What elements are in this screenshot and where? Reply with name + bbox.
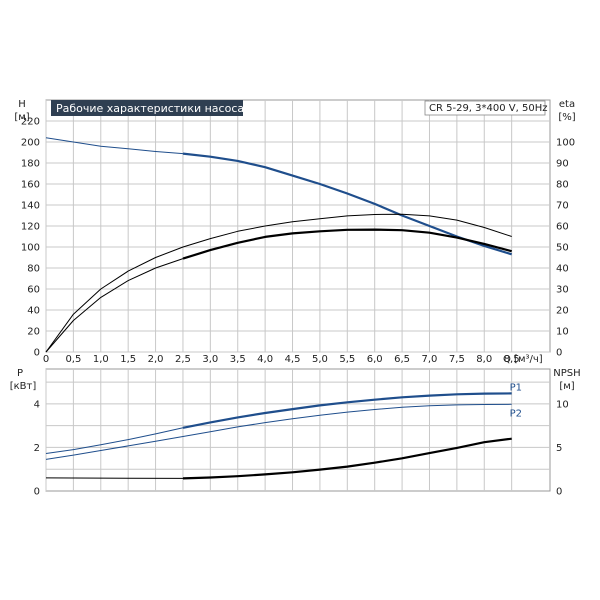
top-x-ticks: 0 0,5 1,0 1,5 2,0 2,5 3,0 3,5 4,0 4,5 5,0 5,5 6,0 6,5… [43, 354, 520, 365]
y-right-label-NPSH: NPSH [553, 368, 580, 379]
p-tick-label: 0 [34, 487, 40, 498]
y-right-tick-label: 50 [556, 243, 569, 254]
y-left-tick-label: 20 [27, 327, 40, 338]
y-right-tick-label: 90 [556, 159, 569, 170]
top-series-line [182, 228, 512, 260]
y-left-tick-label: 200 [21, 138, 40, 149]
y-left-tick-label: 160 [21, 180, 40, 191]
y-right-label-eta: eta [559, 99, 575, 110]
y-right-unit-NPSH: [м] [559, 381, 574, 392]
title-box [51, 100, 243, 116]
bottom-series-line [45, 403, 512, 460]
y-right-tick-label: 30 [556, 285, 569, 296]
y-right-tick-label: 10 [556, 327, 569, 338]
x-tick-label: 3,5 [230, 354, 246, 365]
top-grid [45, 100, 550, 353]
y-left-tick-label: 120 [21, 222, 40, 233]
bottom-y-right-ticks: 0 5 10 [556, 399, 569, 497]
y-left-tick-label: 180 [21, 159, 40, 170]
y-right-tick-label: 70 [556, 201, 569, 212]
x-tick-label: 6,5 [394, 354, 410, 365]
x-tick-label: 2,5 [175, 354, 191, 365]
x-axis-label: Q [м³/ч] [503, 354, 543, 365]
y-right-tick-label: 80 [556, 180, 569, 191]
pump-info: CR 5-29, 3*400 V, 50Hz [429, 103, 547, 114]
y-right-tick-label: 20 [556, 306, 569, 317]
bottom-series-line [182, 437, 512, 480]
y-left-tick-label: 80 [27, 264, 40, 275]
y-right-tick-label: 0 [556, 348, 562, 359]
x-tick-label: 3,0 [202, 354, 218, 365]
info-box [424, 100, 546, 116]
chart-title: Рабочие характеристики насоса [56, 102, 244, 115]
bottom-series-line [45, 427, 184, 454]
top-y-left-ticks: 0 20 40 60 80 100 120 140 160 180 200 220 [21, 117, 40, 359]
bottom-chart: 0 2 4 0 5 10 P [кВт] NPSH [м] P1 P2 [10, 368, 581, 498]
p-tick-label: 4 [34, 399, 40, 410]
y-left-tick-label: 40 [27, 306, 40, 317]
x-tick-label: 4,5 [285, 354, 301, 365]
bottom-y-left-ticks: 0 2 4 [34, 399, 40, 497]
y-right-tick-label: 100 [556, 138, 575, 149]
npsh-tick-label: 10 [556, 399, 569, 410]
y-left-unit-P: [кВт] [10, 381, 37, 392]
top-chart: 0 0,5 1,0 1,5 2,0 2,5 3,0 3,5 4,0 4,5 5,0 5,5 6,0 6,5… [14, 99, 575, 365]
y-left-tick-label: 0 [34, 348, 40, 359]
y-right-unit-eta: [%] [558, 112, 575, 123]
npsh-tick-label: 0 [556, 487, 562, 498]
bottom-series-line [182, 392, 512, 429]
x-tick-label: 6,0 [367, 354, 383, 365]
y-left-tick-label: 60 [27, 285, 40, 296]
y-right-tick-label: 40 [556, 264, 569, 275]
top-series-line [45, 137, 184, 155]
y-left-unit-H: [м] [14, 112, 29, 123]
x-tick-label: 4,0 [257, 354, 273, 365]
x-tick-label: 1,0 [93, 354, 109, 365]
x-tick-label: 1,5 [120, 354, 136, 365]
x-tick-label: 0 [43, 354, 49, 365]
x-tick-label: 7,5 [449, 354, 465, 365]
x-tick-label: 0,5 [65, 354, 81, 365]
y-left-tick-label: 140 [21, 201, 40, 212]
x-tick-label: 5,0 [312, 354, 328, 365]
top-series [45, 137, 513, 353]
bottom-series [45, 392, 512, 480]
y-left-label-P: P [17, 368, 23, 379]
bottom-series-line [45, 477, 184, 479]
x-tick-label: 8,5 [504, 354, 520, 365]
top-series-line [45, 258, 184, 353]
x-tick-label: 2,0 [148, 354, 164, 365]
x-tick-label: 7,0 [422, 354, 438, 365]
top-y-right-ticks: 0 10 20 30 40 50 60 70 80 90 100 [556, 138, 575, 359]
y-left-tick-label: 100 [21, 243, 40, 254]
bottom-curve-labels: P1 P2 [510, 382, 522, 419]
y-left-label-H: H [18, 99, 26, 110]
y-left-tick-label: 220 [21, 117, 40, 128]
top-series-line [45, 213, 512, 353]
x-tick-label: 5,5 [339, 354, 355, 365]
p-tick-label: 2 [34, 443, 40, 454]
y-right-tick-label: 60 [556, 222, 569, 233]
bottom-grid [45, 369, 550, 491]
npsh-tick-label: 5 [556, 443, 562, 454]
series-label-p1: P1 [510, 382, 522, 393]
x-tick-label: 8,0 [476, 354, 492, 365]
series-label-p2: P2 [510, 408, 522, 419]
